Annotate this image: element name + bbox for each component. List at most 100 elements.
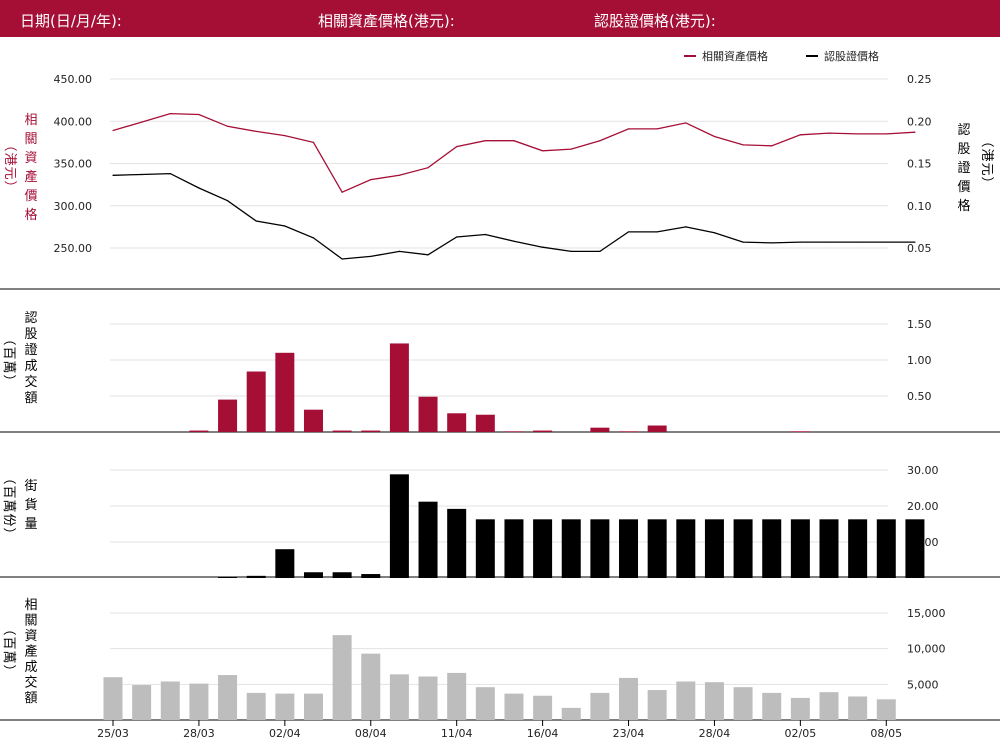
- underlying-price-point: [484, 140, 486, 142]
- warrant-turnover-axis-label-char: 額: [24, 391, 37, 406]
- legend-label-underlying: 相關資產價格: [702, 49, 768, 63]
- x-tick-label: 08/04: [355, 727, 387, 740]
- warrant-price-point: [198, 187, 200, 189]
- right-axis-label-char: 股: [957, 142, 970, 157]
- warrant-turnover-bar: [418, 396, 438, 432]
- left-axis-unit-char: ）: [2, 180, 17, 193]
- underlying-price-point: [771, 145, 773, 147]
- underlying-price-point: [627, 128, 630, 130]
- underlying-turnover-bar: [275, 693, 295, 720]
- warrant-turnover-bar: [389, 343, 409, 432]
- underlying-price-point: [713, 135, 716, 138]
- right-axis-unit-char: 港: [979, 148, 994, 161]
- right-axis-label-char: 證: [957, 160, 970, 176]
- outstanding-qty-tick-label: 30.00: [907, 464, 939, 477]
- underlying-turnover-bar: [447, 672, 467, 720]
- outstanding-qty-bar: [561, 519, 581, 578]
- underlying-turnover-bar: [876, 699, 896, 720]
- underlying-turnover-bar: [733, 687, 753, 720]
- underlying-turnover-tick-label: 10,000: [907, 643, 946, 656]
- underlying-turnover-axis-unit-char: （: [1, 622, 16, 635]
- warrant-price-point: [685, 226, 687, 228]
- warrant-price-point: [141, 173, 143, 176]
- underlying-price-point: [542, 150, 544, 152]
- x-tick-label: 23/04: [613, 727, 645, 740]
- warrant-price-point: [771, 242, 773, 244]
- warrant-turnover-axis-label-char: 股: [24, 327, 37, 342]
- outstanding-qty-bar: [303, 572, 323, 578]
- left-axis-label-char: 資: [24, 151, 37, 166]
- right-axis-unit-char: ）: [979, 176, 994, 189]
- outstanding-qty-bar: [905, 519, 925, 578]
- underlying-turnover-tick-label: 5,000: [907, 678, 939, 691]
- warrant-price-line: [112, 172, 915, 260]
- underlying-price-label: 相關資產價格(港元):: [318, 12, 455, 30]
- warrant-turnover-bar: [218, 399, 238, 432]
- warrant-price-point: [828, 241, 830, 243]
- right-axis-label-char: 認: [957, 122, 970, 138]
- outstanding-qty-bar: [533, 519, 553, 578]
- warrant-price-point: [656, 231, 658, 233]
- warrant-turnover-bar: [361, 430, 381, 432]
- x-tick-label: 16/04: [527, 727, 559, 740]
- chart-header: 日期(日/月/年): 相關資產價格(港元): 認股證價格(港元):: [0, 0, 1000, 37]
- outstanding-qty-bar: [876, 519, 896, 578]
- outstanding-qty-axis-label-char: 街: [24, 479, 37, 494]
- outstanding-qty-bar: [762, 519, 782, 578]
- underlying-price-line: [112, 112, 915, 194]
- outstanding-qty-axis-unit-char: （: [1, 471, 16, 484]
- underlying-turnover-bar: [332, 635, 352, 720]
- warrant-price-point: [341, 258, 343, 260]
- warrant-price-point: [713, 232, 716, 234]
- warrant-turnover-tick-label: 1.50: [907, 318, 932, 331]
- warrant-turnover-bar: [246, 371, 266, 432]
- warrant-price-point: [284, 225, 286, 227]
- underlying-turnover-bar: [418, 676, 438, 720]
- underlying-price-point: [885, 133, 887, 135]
- warrant-turnover-tick-label: 1.00: [907, 354, 932, 367]
- warrant-price-point: [627, 231, 630, 233]
- right-tick-label: 0.20: [907, 115, 932, 128]
- outstanding-qty-bar: [819, 519, 839, 578]
- right-axis-unit-char: 元: [979, 162, 994, 175]
- warrant-price-point: [542, 246, 544, 248]
- underlying-turnover-bar: [704, 682, 724, 720]
- left-tick-label: 350.00: [54, 158, 93, 171]
- outstanding-qty-bar: [676, 519, 696, 578]
- right-axis-label-char: 價: [957, 180, 970, 195]
- left-axis-unit-char: （: [2, 138, 17, 151]
- underlying-turnover-axis-unit-char: ）: [1, 664, 16, 677]
- underlying-turnover-bar: [504, 693, 524, 720]
- outstanding-qty-axis-unit-char: 份: [1, 513, 16, 526]
- left-axis-unit-char: 港: [2, 152, 17, 165]
- outstanding-qty-bar: [790, 519, 810, 578]
- underlying-price-point: [370, 178, 372, 181]
- warrant-turnover-bar: [447, 413, 467, 432]
- warrant-turnover-bar: [790, 431, 810, 433]
- warrant-turnover-bar: [189, 430, 209, 432]
- warrant-price-point: [370, 255, 372, 258]
- warrant-price-point: [312, 237, 315, 239]
- x-tick-label: 02/05: [785, 727, 817, 740]
- outstanding-qty-bar: [447, 508, 467, 578]
- outstanding-qty-axis-unit-char: 萬: [1, 499, 16, 512]
- left-tick-label: 400.00: [54, 115, 93, 128]
- underlying-turnover-bar: [361, 653, 381, 720]
- legend-label-warrant: 認股證價格: [824, 49, 879, 63]
- warrant-price-point: [857, 241, 859, 243]
- warrant-price-point: [513, 240, 515, 242]
- outstanding-qty-bar: [504, 519, 524, 578]
- underlying-turnover-tick-label: 15,000: [907, 607, 946, 620]
- right-tick-label: 0.10: [907, 200, 932, 213]
- warrant-price-point: [914, 241, 916, 243]
- warrant-price-label: 認股證價格(港元):: [594, 12, 716, 30]
- warrant-price-point: [484, 233, 486, 236]
- underlying-turnover-bar: [647, 690, 667, 720]
- underlying-turnover-axis-label-char: 關: [24, 614, 37, 629]
- outstanding-qty-axis-label-char: 量: [24, 517, 37, 532]
- warrant-price-point: [885, 241, 887, 243]
- outstanding-qty-axis-unit-char: ）: [1, 527, 16, 540]
- x-tick-label: 02/04: [269, 727, 301, 740]
- warrant-price-point: [570, 250, 572, 252]
- underlying-turnover-bar: [676, 681, 696, 720]
